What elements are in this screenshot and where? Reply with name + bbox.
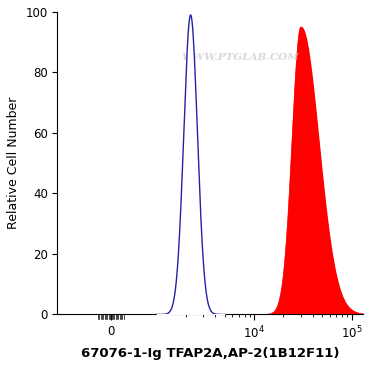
- Y-axis label: Relative Cell Number: Relative Cell Number: [7, 97, 20, 229]
- X-axis label: 67076-1-Ig TFAP2A,AP-2(1B12F11): 67076-1-Ig TFAP2A,AP-2(1B12F11): [81, 347, 339, 360]
- Text: WWW.PTGLAB.COM: WWW.PTGLAB.COM: [182, 53, 299, 62]
